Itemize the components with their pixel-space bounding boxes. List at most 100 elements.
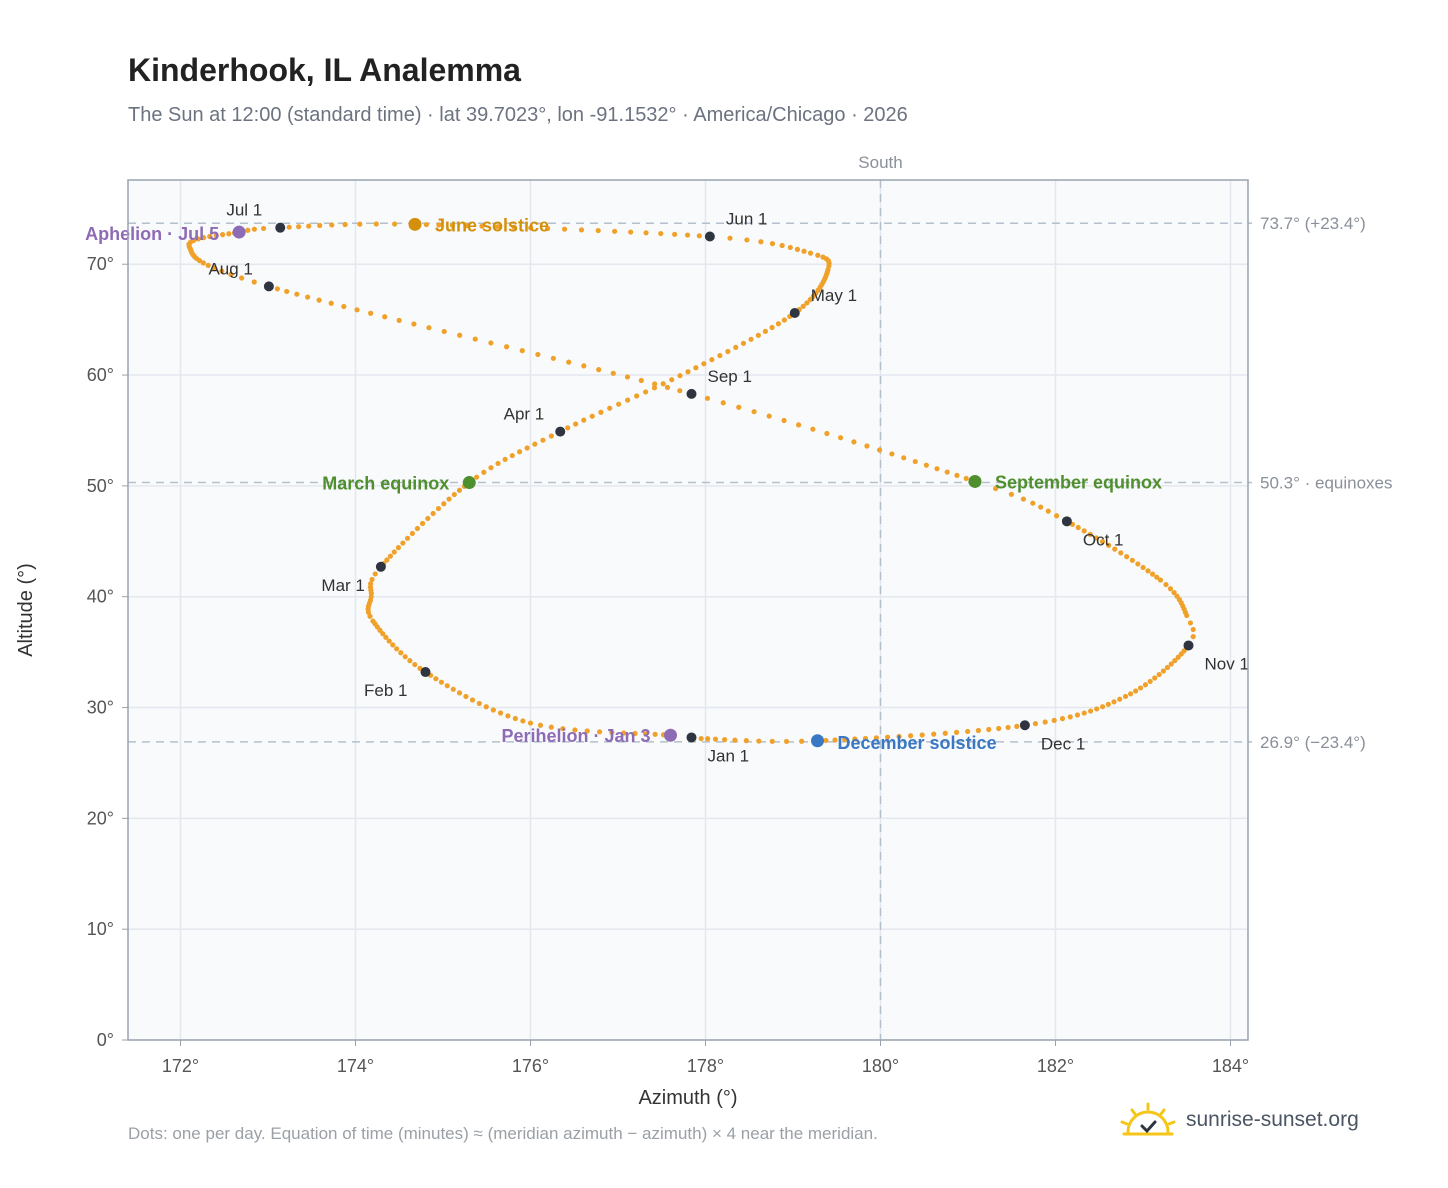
day-dot [228,271,234,277]
brand[interactable]: sunrise-sunset.org [1120,1102,1359,1138]
month-marker-label: Jun 1 [726,210,768,229]
day-dot [923,462,929,468]
day-dot [483,704,489,710]
day-dot [573,421,579,427]
day-dot [444,683,450,689]
day-dot [589,413,595,419]
day-dot [677,388,683,394]
day-dot [953,729,960,735]
day-dot [383,634,389,640]
day-dot [488,340,494,346]
day-dot [873,735,879,741]
day-dot [520,718,526,724]
day-dot [755,332,761,338]
day-dot [658,230,664,237]
day-dot [1149,571,1156,577]
day-dot [481,469,487,475]
month-marker [263,281,274,292]
day-dot [205,262,211,268]
x-tick-label: 178° [687,1056,724,1076]
day-dot [404,535,411,541]
day-dot [537,722,544,728]
day-dot [598,409,604,415]
day-dot [1093,535,1099,541]
day-dot [677,373,683,379]
page-subtitle: The Sun at 12:00 (standard time) · lat 3… [128,104,908,126]
day-dot [502,456,508,463]
day-dot [200,260,206,266]
day-dot [862,735,869,742]
day-dot [1105,701,1111,707]
day-dot [996,725,1002,732]
day-dot [1147,678,1153,685]
x-tick-label: 174° [337,1056,374,1076]
event-label: March equinox [322,474,449,494]
sun-logo-icon [1120,1102,1176,1136]
day-dot [211,265,217,271]
day-dot [1164,664,1171,671]
day-dot [621,730,627,736]
day-dot [369,576,375,583]
day-dot [1175,654,1181,660]
day-dot [387,553,393,559]
day-dot [762,328,768,334]
day-dot [1140,564,1146,571]
day-dot [1099,539,1106,545]
day-dot [512,715,518,722]
day-dot [402,654,408,660]
day-dot [944,469,950,475]
day-dot [196,258,203,264]
day-dot [769,241,776,247]
day-dot [306,223,312,229]
day-dot [842,736,848,743]
day-dot [1168,661,1174,667]
day-dot [251,226,257,232]
day-dot [433,676,439,682]
day-dot [612,228,618,234]
day-dot [733,344,739,351]
day-dot [1038,504,1044,510]
day-dot [535,351,541,358]
day-dot [226,231,232,237]
day-dot [1152,675,1158,681]
day-dot [503,344,510,350]
day-dot [634,393,640,399]
day-dot [810,426,816,432]
month-marker-label: Sep 1 [708,367,752,386]
event-label: Perihelion · Jan 3 [501,726,650,746]
day-dot [390,642,396,648]
day-dot [435,505,442,512]
event-marker [408,217,422,231]
x-tick-label: 184° [1212,1056,1249,1076]
south-label: South [858,153,902,172]
day-dot [1117,696,1123,702]
day-dot [284,288,290,295]
month-marker-label: Jul 1 [226,201,262,220]
day-dot [696,233,702,239]
analemma-curve [186,221,1196,745]
day-dot [931,731,937,737]
day-dot [1106,542,1112,548]
x-axis-title: Azimuth (°) [638,1087,737,1109]
day-dot [1133,688,1139,694]
day-dot [414,525,421,532]
day-dot [743,738,749,744]
day-dot [511,224,517,230]
day-dot [370,618,376,624]
day-dot [545,225,551,232]
event-markers: June solstice Aphelion · Jul 5 March equin… [85,215,1162,752]
day-dot [411,321,417,327]
day-dot [472,336,478,342]
day-dot [219,268,225,274]
day-dot [1008,491,1015,497]
day-dot [412,661,418,668]
day-dot [329,222,335,228]
day-dot [565,425,571,431]
day-dot [488,465,494,471]
month-marker-label: Feb 1 [364,681,407,700]
day-dot [430,510,436,517]
day-dot [712,736,719,742]
day-dot [316,297,322,303]
day-dot [1157,577,1164,583]
